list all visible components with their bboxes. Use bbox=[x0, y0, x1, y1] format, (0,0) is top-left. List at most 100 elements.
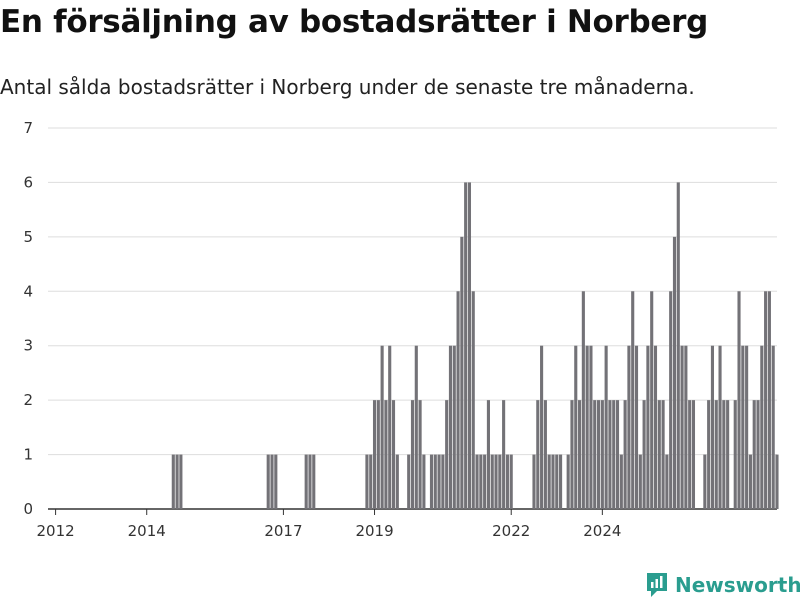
bar bbox=[665, 454, 669, 509]
bar bbox=[376, 400, 380, 509]
bar bbox=[547, 454, 551, 509]
bar bbox=[555, 454, 559, 509]
bar bbox=[574, 345, 578, 509]
x-tick-label: 2012 bbox=[37, 522, 75, 540]
bar bbox=[634, 345, 639, 509]
bar bbox=[312, 454, 316, 509]
bar bbox=[688, 400, 692, 509]
bar bbox=[502, 400, 506, 509]
bar bbox=[615, 400, 620, 509]
brand-name: Newsworthy bbox=[675, 573, 800, 597]
bar bbox=[441, 454, 445, 509]
x-tick-label: 2022 bbox=[492, 522, 530, 540]
bar bbox=[433, 454, 437, 509]
bar bbox=[475, 454, 479, 509]
y-tick-label: 6 bbox=[23, 173, 33, 191]
bar bbox=[274, 454, 278, 509]
bar bbox=[718, 345, 722, 509]
bar bbox=[767, 291, 771, 509]
bar bbox=[775, 454, 779, 509]
bar bbox=[669, 291, 673, 509]
y-axis-ticks: 0 1 2 3 4 5 6 7 bbox=[23, 119, 33, 518]
bar bbox=[570, 400, 574, 509]
bar bbox=[578, 400, 582, 509]
bar bbox=[612, 400, 616, 509]
bar bbox=[650, 291, 654, 509]
bar bbox=[532, 454, 536, 509]
bar bbox=[646, 345, 650, 509]
bar bbox=[471, 291, 475, 509]
bar bbox=[494, 454, 498, 509]
bar bbox=[179, 454, 183, 509]
bar bbox=[304, 454, 308, 509]
bar bbox=[623, 400, 627, 509]
bar bbox=[737, 291, 741, 509]
bar bbox=[752, 400, 756, 509]
y-tick-label: 1 bbox=[23, 446, 33, 464]
bar bbox=[505, 454, 509, 509]
bar bbox=[559, 454, 563, 509]
bar bbox=[391, 400, 396, 509]
bar bbox=[384, 400, 388, 509]
bar bbox=[414, 345, 418, 509]
bar bbox=[479, 454, 483, 509]
bar bbox=[653, 345, 658, 509]
bar bbox=[490, 454, 494, 509]
bar bbox=[604, 345, 608, 509]
bar bbox=[486, 400, 490, 509]
x-tick-label: 2024 bbox=[583, 522, 621, 540]
newsworthy-chart-bubble-icon bbox=[647, 573, 667, 597]
grid-lines bbox=[48, 127, 777, 510]
bar bbox=[464, 182, 468, 509]
bar bbox=[581, 291, 585, 509]
bar bbox=[741, 345, 745, 509]
bar bbox=[395, 454, 399, 509]
bar bbox=[388, 345, 392, 509]
bar bbox=[566, 454, 570, 509]
bars bbox=[171, 182, 779, 510]
bar bbox=[745, 345, 749, 509]
bar bbox=[509, 454, 513, 509]
bar bbox=[642, 400, 646, 509]
bar bbox=[407, 454, 411, 509]
bar bbox=[437, 454, 441, 509]
bar bbox=[600, 400, 604, 509]
bar bbox=[551, 454, 555, 509]
x-tick-label: 2019 bbox=[355, 522, 393, 540]
bar bbox=[536, 400, 540, 509]
bar bbox=[175, 454, 179, 509]
bar bbox=[380, 345, 384, 509]
bar bbox=[270, 454, 274, 509]
bar bbox=[771, 345, 775, 509]
y-tick-label: 2 bbox=[23, 391, 33, 409]
y-tick-label: 4 bbox=[23, 282, 33, 300]
bar bbox=[619, 454, 623, 509]
y-tick-label: 7 bbox=[23, 119, 33, 137]
bar bbox=[657, 400, 661, 509]
bar bbox=[710, 345, 715, 509]
chart-subtitle: Antal sålda bostadsrätter i Norberg unde… bbox=[0, 75, 695, 99]
bar bbox=[756, 400, 760, 509]
x-tick-label: 2014 bbox=[128, 522, 166, 540]
bar bbox=[680, 345, 684, 509]
bar bbox=[585, 345, 589, 509]
bar bbox=[410, 400, 415, 509]
y-tick-label: 3 bbox=[23, 337, 33, 355]
bar bbox=[722, 400, 726, 509]
bar bbox=[733, 400, 737, 509]
bar bbox=[429, 454, 434, 509]
bar bbox=[372, 400, 377, 509]
bar bbox=[596, 400, 601, 509]
bar bbox=[448, 345, 453, 509]
bar bbox=[369, 454, 373, 509]
bar bbox=[445, 400, 449, 509]
bar bbox=[726, 400, 730, 509]
bar bbox=[498, 454, 502, 509]
bar bbox=[593, 400, 597, 509]
bar bbox=[460, 236, 464, 510]
bar bbox=[171, 454, 175, 509]
bar bbox=[714, 400, 718, 509]
bar bbox=[467, 182, 472, 509]
y-tick-label: 0 bbox=[23, 500, 33, 518]
newsworthy-logo: Newsworthy bbox=[645, 570, 800, 600]
